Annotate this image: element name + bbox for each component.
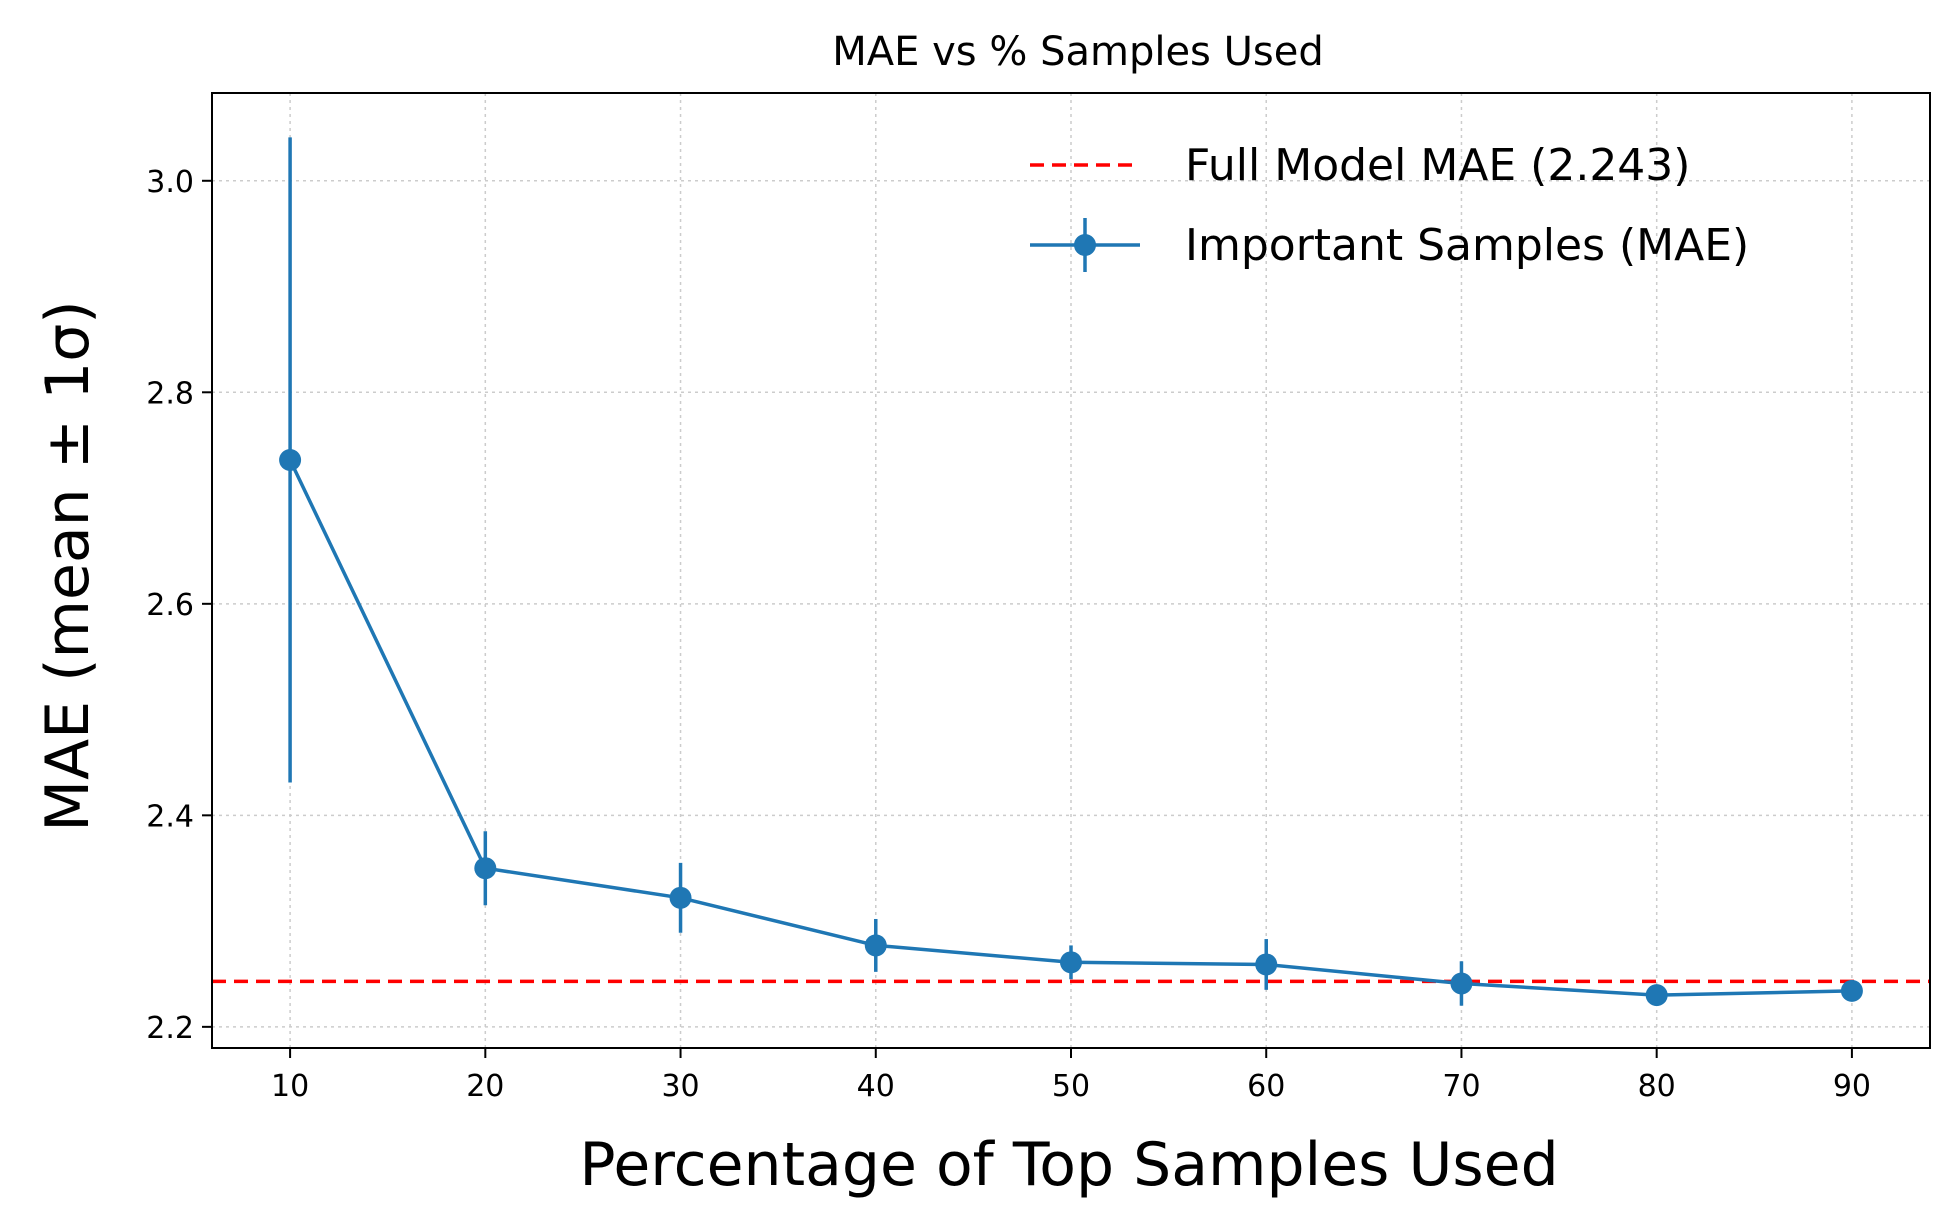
x-axis-label: Percentage of Top Samples Used <box>579 1130 1558 1200</box>
legend-label-important-samples: Important Samples (MAE) <box>1185 220 1749 271</box>
chart-title: MAE vs % Samples Used <box>832 29 1323 75</box>
x-tick-label: 10 <box>271 1069 309 1104</box>
legend: Full Model MAE (2.243) Important Samples… <box>1030 140 1749 272</box>
data-point <box>1450 972 1473 995</box>
x-tick-label: 20 <box>466 1069 504 1104</box>
data-point <box>1840 979 1863 1002</box>
x-tick-label: 80 <box>1638 1069 1676 1104</box>
legend-swatch-important-samples-marker <box>1074 234 1096 256</box>
data-point <box>474 857 497 880</box>
y-tick-label: 2.2 <box>146 1011 194 1046</box>
y-tick-label: 2.6 <box>146 588 194 623</box>
legend-label-full-model: Full Model MAE (2.243) <box>1185 140 1690 191</box>
x-tick-label: 40 <box>857 1069 895 1104</box>
x-tick-label: 30 <box>661 1069 699 1104</box>
data-point <box>1060 951 1082 974</box>
data-point <box>669 886 692 909</box>
y-axis: 2.2 2.4 2.6 2.8 3.0 <box>146 165 212 1046</box>
x-tick-label: 70 <box>1442 1069 1480 1104</box>
x-tick-label: 60 <box>1247 1069 1285 1104</box>
data-point <box>279 448 302 471</box>
y-tick-label: 3.0 <box>146 165 194 200</box>
data-point <box>1255 953 1278 976</box>
data-point <box>864 934 887 957</box>
y-axis-label: MAE (mean ± 1σ) <box>33 300 103 831</box>
data-point <box>1645 984 1668 1007</box>
y-tick-label: 2.8 <box>146 376 194 411</box>
x-tick-label: 50 <box>1052 1069 1090 1104</box>
y-tick-label: 2.4 <box>146 799 194 834</box>
series-group <box>279 137 1863 1007</box>
x-axis: 10 20 30 40 50 60 70 80 90 <box>271 1048 1871 1104</box>
x-tick-label: 90 <box>1833 1069 1871 1104</box>
